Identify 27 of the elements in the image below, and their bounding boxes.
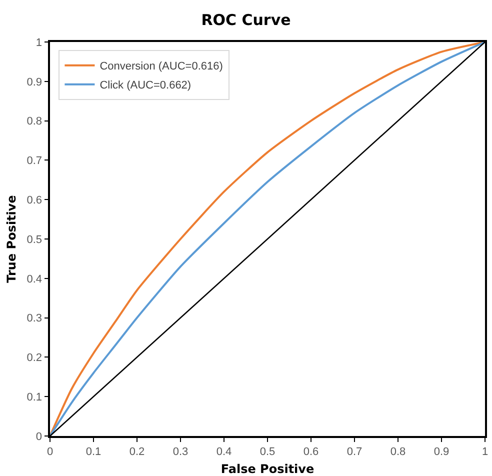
x-tick-label: 0.5 — [260, 446, 276, 458]
y-tick-label: 0 — [36, 430, 42, 443]
x-tick-label: 0.9 — [434, 446, 450, 458]
y-tick-label: 0.9 — [26, 76, 42, 88]
y-tick-label: 1 — [36, 36, 42, 49]
x-tick-label: 0.3 — [172, 446, 188, 458]
x-tick-label: 0.4 — [216, 446, 232, 458]
y-tick-label: 0.7 — [26, 155, 42, 168]
x-tick-label: 0 — [46, 446, 54, 458]
y-tick-label: 0.8 — [26, 116, 42, 128]
y-tick-label: 0.3 — [26, 312, 42, 325]
legend-label: Click (AUC=0.662) — [100, 80, 192, 92]
x-axis-title: False Positive — [220, 462, 314, 476]
x-tick-label: 0.7 — [346, 446, 362, 458]
x-tick-label: 1 — [482, 446, 488, 458]
legend-label: Conversion (AUC=0.616) — [100, 60, 223, 73]
y-tick-label: 0.2 — [26, 352, 42, 364]
x-tick-label: 0.1 — [86, 446, 102, 458]
y-axis-title: True Positive — [4, 195, 18, 283]
y-tick-label: 0.1 — [26, 391, 42, 404]
y-tick-label: 0.6 — [26, 194, 42, 206]
x-tick-label: 0.8 — [390, 446, 406, 458]
y-tick-label: 0.4 — [26, 273, 42, 286]
chart-title: ROC Curve — [201, 10, 291, 29]
y-tick-label: 0.5 — [26, 234, 42, 246]
x-tick-label: 0.6 — [303, 446, 319, 458]
x-tick-label: 0.2 — [129, 446, 145, 458]
